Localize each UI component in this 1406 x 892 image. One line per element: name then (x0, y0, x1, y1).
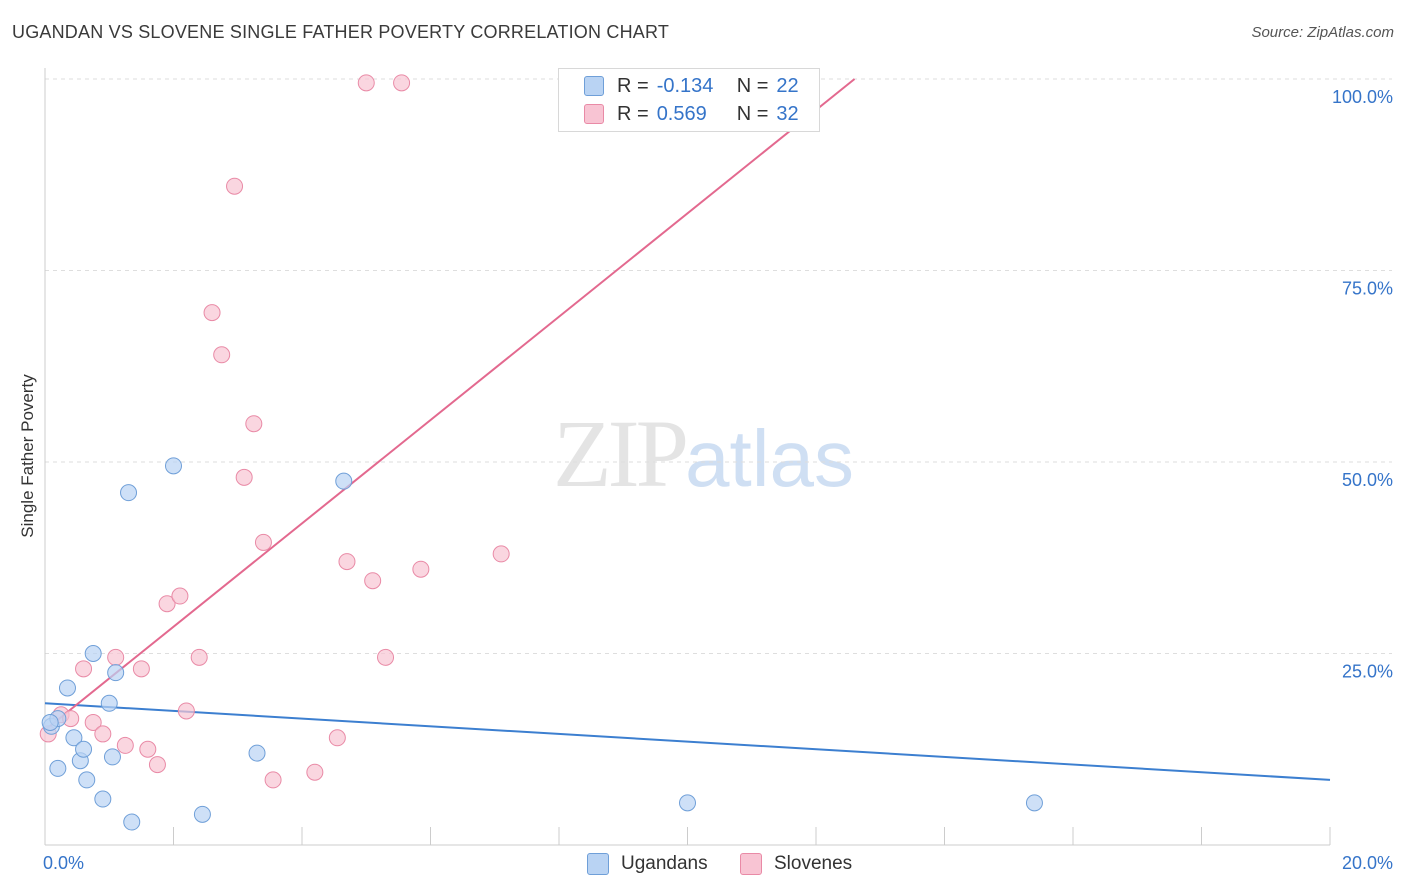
ugandan-point (75, 740, 93, 758)
slovene-point (148, 756, 166, 774)
y-axis-title: Single Father Poverty (18, 374, 37, 538)
slovene-point (393, 74, 411, 92)
n-label: N = (736, 74, 769, 97)
slovene-point (158, 595, 176, 613)
slovene-point (377, 648, 395, 666)
ugandan-point (1025, 794, 1043, 812)
legend-row-slovenes: R = 0.569 N = 32 (584, 101, 799, 127)
trend-lines (44, 78, 1331, 781)
data-points (39, 74, 1043, 831)
slovenes-legend-swatch (740, 853, 762, 875)
slovene-point (264, 771, 282, 789)
n-value: 32 (776, 102, 799, 125)
slovene-point (492, 545, 510, 563)
n-value: 22 (776, 74, 799, 97)
slovene-point (84, 713, 102, 731)
ugandan-point (193, 805, 211, 823)
watermark: ZIPatlas (553, 398, 854, 509)
ugandan-point (679, 794, 696, 812)
ugandan-point (120, 484, 138, 502)
slovenes-legend-label: Slovenes (774, 853, 853, 874)
slovene-point (254, 533, 272, 551)
slovene-point (75, 660, 93, 678)
slovene-point (171, 587, 189, 605)
slovene-point (139, 740, 157, 758)
ugandan-point (65, 729, 83, 747)
tick-labels: 25.0% 50.0% 75.0% 100.0% 0.0% 20.0% (43, 87, 1393, 873)
ugandan-point (94, 790, 112, 808)
ugandan-point (100, 694, 118, 712)
r-label: R = (617, 102, 649, 125)
slovene-point (328, 729, 346, 747)
slovene-point (357, 74, 375, 92)
slovene-point (190, 648, 208, 666)
ugandan-point (248, 744, 266, 762)
legend-row-ugandans: R = -0.134 N = 22 (584, 73, 799, 99)
slovene-point (94, 725, 112, 743)
slovene-point (412, 560, 430, 578)
slovene-point (338, 553, 356, 571)
r-value: -0.134 (656, 74, 714, 97)
r-value: 0.569 (656, 102, 707, 125)
ugandan-point (165, 457, 182, 475)
slovene-point (235, 468, 253, 486)
y-tick-label: 25.0% (1342, 662, 1393, 682)
y-tick-label: 50.0% (1342, 470, 1393, 490)
ugandan-point (49, 759, 67, 777)
source-label: Source: ZipAtlas.com (1251, 24, 1394, 41)
slovene-point (132, 660, 150, 678)
ugandan-point (84, 645, 102, 662)
ugandans-legend-label: Ugandans (621, 853, 708, 874)
r-label: R = (617, 74, 649, 97)
slovenes-swatch (584, 104, 604, 124)
slovene-point (226, 177, 244, 195)
ugandan-point (335, 472, 353, 490)
y-tick-label: 75.0% (1342, 279, 1393, 299)
slovene-point (245, 415, 263, 433)
slovene-point (213, 346, 231, 364)
chart-title: UGANDAN VS SLOVENE SINGLE FATHER POVERTY… (12, 22, 670, 42)
watermark-atlas: atlas (685, 414, 854, 503)
ugandan-point (41, 713, 59, 731)
slovene-point (116, 736, 134, 754)
slovene-point (107, 648, 125, 666)
ugandan-point (103, 748, 121, 766)
ugandan-point (107, 664, 125, 682)
ugandan-point (123, 813, 141, 831)
slovene-point (203, 304, 221, 322)
watermark-zip: ZIP (553, 400, 689, 507)
axes (44, 68, 1331, 846)
n-label: N = (736, 102, 769, 125)
slovene-point (177, 702, 195, 720)
x-tick-label: 20.0% (1342, 853, 1393, 873)
slovene-point (364, 572, 382, 590)
ugandans-swatch (584, 76, 604, 96)
slovene-point (306, 763, 324, 781)
ugandans-legend-swatch (587, 853, 609, 875)
correlation-legend: R = -0.134 N = 22 R = 0.569 N = 32 (558, 68, 820, 132)
ugandan-point (58, 679, 76, 697)
slovenes-trend-line (44, 78, 856, 731)
y-tick-label: 100.0% (1332, 87, 1393, 107)
x-tick-label: 0.0% (43, 853, 84, 873)
ugandans-trend-line (44, 702, 1331, 781)
legend-item-slovenes: Slovenes (740, 851, 852, 877)
ugandan-point (78, 771, 96, 789)
legend-item-ugandans: Ugandans (587, 851, 708, 877)
